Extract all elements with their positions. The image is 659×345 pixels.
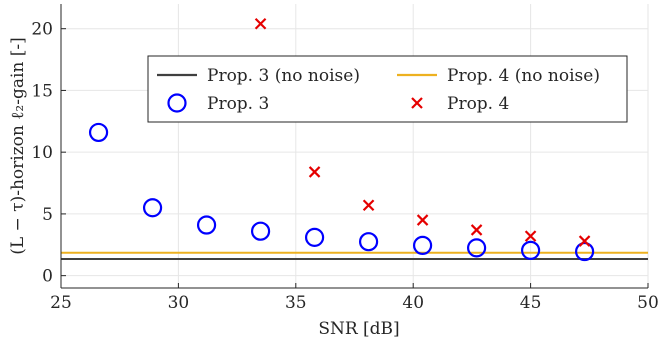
- axes: [60, 4, 649, 289]
- y-tick-label: 0: [42, 267, 53, 287]
- prop4-point: [308, 166, 321, 178]
- x-tick-label: 50: [637, 293, 659, 313]
- x-tick-label: 30: [168, 293, 190, 313]
- prop4-point: [362, 199, 375, 212]
- y-tick-label: 20: [31, 20, 53, 40]
- y-tick-label: 15: [31, 81, 53, 101]
- prop4-point-stroke: [254, 17, 267, 30]
- prop4-point-stroke: [578, 235, 591, 247]
- legend-item-prop4-no-noise: Prop. 4 (no noise): [397, 66, 600, 86]
- legend-label: Prop. 3: [207, 94, 269, 114]
- x-tick-label: 45: [520, 293, 542, 313]
- prop3-point: [88, 122, 109, 143]
- prop4-point-stroke: [524, 230, 537, 242]
- prop3-point: [412, 235, 433, 255]
- prop3-point: [196, 215, 217, 235]
- tick-labels: 25 30 35 40 45 50 0 5 10 15 20: [31, 20, 658, 313]
- y-tick-label: 10: [31, 143, 53, 163]
- prop3-point: [575, 241, 595, 262]
- legend-swatch-stroke: [411, 97, 423, 109]
- legend-swatch: [411, 97, 423, 109]
- legend-item-prop3-no-noise: Prop. 3 (no noise): [157, 66, 360, 86]
- prop3-point: [358, 232, 379, 252]
- prop4-point-stroke: [362, 199, 375, 212]
- prop3-point: [520, 240, 541, 260]
- prop4-point: [578, 235, 591, 247]
- reference-lines: [61, 251, 648, 260]
- x-axis-label: SNR [dB]: [318, 319, 399, 339]
- prop4-point-stroke: [416, 214, 429, 226]
- prop3-point: [142, 198, 163, 218]
- y-tick-label: 5: [42, 205, 53, 225]
- legend-label: Prop. 3 (no noise): [207, 66, 360, 86]
- prop4-point-stroke: [470, 224, 483, 236]
- legend-item-prop3: Prop. 3: [167, 93, 269, 114]
- x-tick-label: 40: [402, 293, 424, 313]
- y-axis-label: (L − τ)-horizon ℓ₂-gain [-]: [8, 37, 28, 255]
- grid-lines: [60, 4, 649, 288]
- prop4-point: [524, 230, 537, 242]
- legend: Prop. 3 (no noise) Prop. 4 (no noise) Prop…: [147, 55, 628, 123]
- prop4-point-stroke: [308, 166, 321, 178]
- prop3-point: [466, 238, 487, 258]
- legend-label: Prop. 4: [447, 94, 509, 114]
- prop3-point: [304, 227, 325, 247]
- prop4-point: [470, 224, 483, 236]
- legend-swatch: [167, 93, 187, 113]
- prop4-point: [254, 17, 267, 30]
- legend-box: [147, 55, 628, 123]
- data-markers: [88, 17, 595, 262]
- legend-label: Prop. 4 (no noise): [447, 66, 600, 86]
- prop3-point: [250, 221, 271, 241]
- prop4-point: [416, 214, 429, 226]
- x-tick-label: 35: [285, 293, 307, 313]
- legend-item-prop4: Prop. 4: [411, 94, 509, 114]
- x-tick-label: 25: [50, 293, 72, 313]
